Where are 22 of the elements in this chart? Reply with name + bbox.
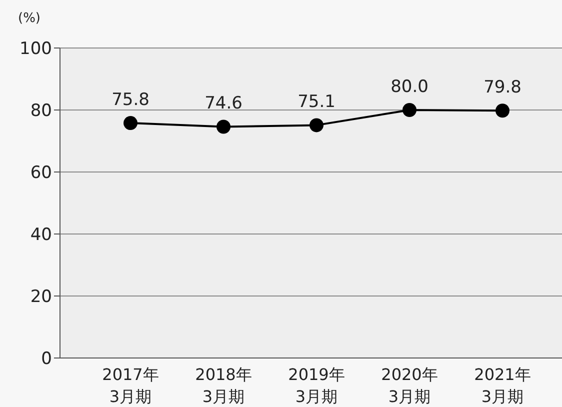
data-label: 80.0 [390,77,428,97]
point [310,118,324,132]
x-tick-label: 2017年 3月期 [102,365,159,406]
x-tick-label: 2020年 3月期 [381,365,438,406]
data-label: 75.8 [112,90,150,110]
y-tick-label: 60 [30,162,52,183]
y-tick-label: 0 [41,348,52,369]
data-label: 75.1 [298,92,336,112]
x-tick-label: 2019年 3月期 [288,365,345,406]
point [496,104,510,118]
x-tick-label: 2021年 3月期 [474,365,531,406]
point [216,120,230,134]
y-axis-title: (%) [18,11,40,26]
data-label: 79.8 [484,78,522,98]
point [402,103,416,117]
y-tick-label: 100 [20,38,52,59]
x-tick-label: 2018年 3月期 [195,365,252,406]
point [124,116,138,130]
y-tick-label: 20 [30,286,52,307]
y-tick-label: 40 [30,224,52,245]
y-tick-label: 80 [30,100,52,121]
data-label: 74.6 [204,94,242,114]
